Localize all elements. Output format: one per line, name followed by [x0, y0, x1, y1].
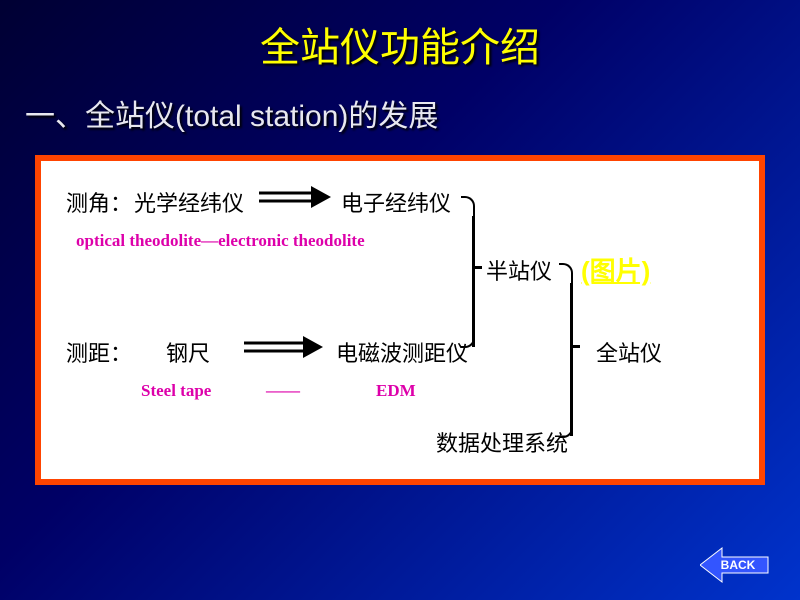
dash-annotation: ——	[266, 381, 300, 401]
edm-device: 电磁波测距仪	[336, 336, 468, 368]
curve-connector	[461, 196, 475, 218]
distance-label: 测距：	[66, 336, 132, 368]
diagram-container: 测角： 光学经纬仪 电子经纬仪 optical theodolite—elect…	[35, 155, 765, 485]
electronic-theodolite: 电子经纬仪	[341, 186, 451, 218]
arrow-icon	[241, 332, 329, 362]
back-arrow-icon: BACK	[700, 545, 770, 585]
total-station: 全站仪	[596, 336, 662, 368]
slide-title: 全站仪功能介绍	[0, 0, 800, 73]
optical-theodolite: 光学经纬仪	[134, 186, 244, 218]
image-link[interactable]: (图片)	[581, 251, 650, 288]
semi-station: 半站仪	[486, 254, 552, 286]
data-processing: 数据处理系统	[436, 426, 568, 458]
angle-label: 测角：	[66, 186, 132, 218]
back-button[interactable]: BACK	[700, 545, 770, 585]
steel-tape: 钢尺	[166, 336, 210, 368]
curve-connector	[559, 263, 573, 285]
arrow-icon	[256, 182, 334, 212]
svg-text:BACK: BACK	[721, 558, 756, 572]
steel-tape-annotation: Steel tape	[141, 381, 211, 401]
curve-connector	[472, 216, 475, 269]
curve-connector	[570, 283, 573, 348]
edm-annotation: EDM	[376, 381, 416, 401]
section-subtitle: 一、全站仪(total station)的发展	[0, 73, 800, 155]
theodolite-annotation: optical theodolite—electronic theodolite	[76, 231, 365, 251]
diagram-inner: 测角： 光学经纬仪 电子经纬仪 optical theodolite—elect…	[41, 161, 759, 479]
